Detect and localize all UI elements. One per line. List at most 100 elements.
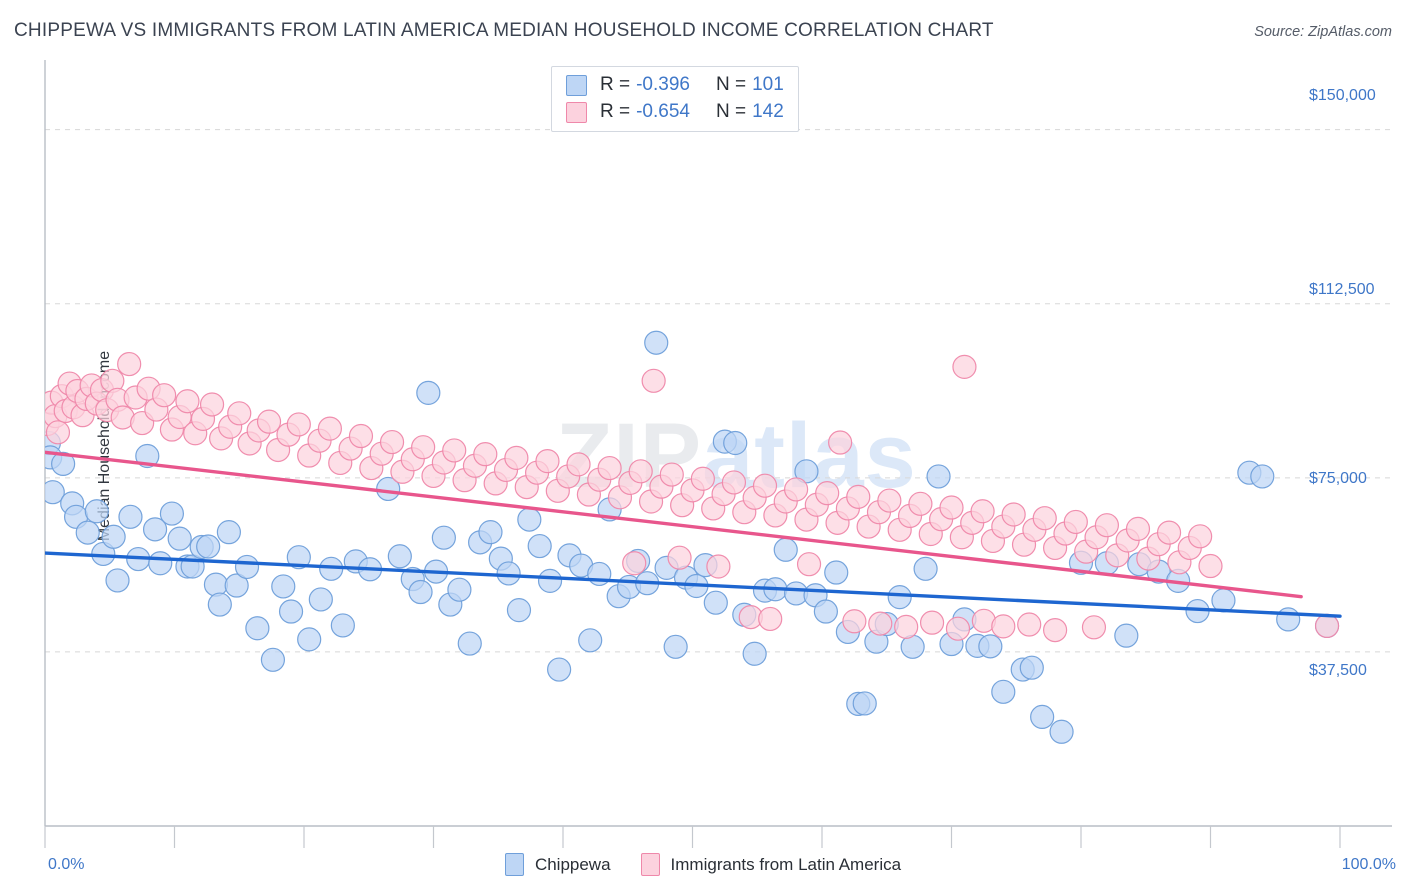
scatter-point[interactable]: [45, 420, 71, 445]
scatter-point[interactable]: [815, 481, 840, 506]
scatter-point[interactable]: [1250, 464, 1275, 489]
scatter-point[interactable]: [75, 520, 100, 545]
scatter-point[interactable]: [1188, 524, 1213, 549]
scatter-point[interactable]: [1125, 516, 1151, 541]
scatter-point[interactable]: [473, 442, 498, 467]
scatter-point[interactable]: [667, 545, 692, 570]
scatter-point[interactable]: [547, 657, 572, 682]
scatter-point[interactable]: [758, 606, 783, 632]
scatter-point[interactable]: [271, 574, 296, 599]
scatter-point[interactable]: [408, 579, 433, 605]
scatter-point[interactable]: [216, 520, 241, 545]
scatter-point[interactable]: [1042, 617, 1068, 643]
scatter-point[interactable]: [1063, 509, 1088, 535]
scatter-point[interactable]: [199, 392, 225, 417]
scatter-point[interactable]: [379, 429, 405, 455]
scatter-point[interactable]: [105, 568, 130, 593]
scatter-point[interactable]: [690, 466, 715, 491]
scatter-point[interactable]: [1094, 513, 1120, 538]
scatter-point[interactable]: [227, 401, 252, 426]
scatter-point[interactable]: [796, 552, 822, 577]
scatter-point[interactable]: [622, 551, 647, 576]
scatter-point[interactable]: [742, 641, 767, 666]
scatter-point[interactable]: [721, 470, 747, 495]
scatter-point[interactable]: [535, 449, 560, 474]
scatter-point[interactable]: [1030, 704, 1055, 730]
scatter-point[interactable]: [496, 561, 521, 586]
scatter-point[interactable]: [597, 455, 622, 481]
scatter-point[interactable]: [1314, 613, 1340, 639]
scatter-point[interactable]: [913, 556, 938, 581]
scatter-point[interactable]: [939, 495, 964, 520]
scatter-point[interactable]: [991, 679, 1016, 704]
scatter-point[interactable]: [1032, 506, 1057, 531]
scatter-point[interactable]: [41, 480, 65, 505]
scatter-point[interactable]: [978, 634, 1003, 659]
scatter-point[interactable]: [824, 560, 849, 585]
scatter-point[interactable]: [224, 573, 249, 598]
legend-item-immigrants[interactable]: Immigrants from Latin America: [640, 853, 901, 876]
scatter-point[interactable]: [431, 525, 456, 550]
scatter-point[interactable]: [644, 330, 669, 355]
scatter-point[interactable]: [659, 462, 684, 487]
scatter-point[interactable]: [752, 473, 778, 498]
scatter-point[interactable]: [1276, 607, 1301, 632]
scatter-point[interactable]: [1156, 520, 1182, 545]
scatter-point[interactable]: [260, 647, 286, 672]
scatter-point[interactable]: [457, 631, 482, 656]
scatter-point[interactable]: [868, 611, 893, 636]
scatter-point[interactable]: [773, 537, 798, 562]
scatter-point[interactable]: [663, 634, 688, 659]
scatter-point[interactable]: [159, 501, 185, 526]
scatter-point[interactable]: [51, 451, 76, 476]
scatter-point[interactable]: [207, 592, 232, 617]
scatter-point[interactable]: [297, 627, 322, 652]
scatter-point[interactable]: [527, 533, 552, 559]
scatter-point[interactable]: [84, 499, 109, 524]
scatter-point[interactable]: [1114, 623, 1139, 648]
scatter-point[interactable]: [846, 484, 871, 509]
scatter-point[interactable]: [628, 459, 653, 484]
scatter-point[interactable]: [442, 438, 467, 463]
scatter-point[interactable]: [286, 545, 311, 570]
scatter-point[interactable]: [167, 526, 192, 551]
scatter-point[interactable]: [641, 368, 666, 393]
scatter-point[interactable]: [175, 389, 200, 414]
scatter-point[interactable]: [504, 445, 529, 470]
scatter-point[interactable]: [828, 430, 853, 455]
scatter-point[interactable]: [447, 577, 472, 602]
scatter-point[interactable]: [203, 572, 229, 597]
scatter-point[interactable]: [330, 613, 355, 638]
scatter-point[interactable]: [566, 452, 591, 477]
scatter-point[interactable]: [416, 380, 441, 405]
scatter-point[interactable]: [919, 610, 945, 635]
scatter-point[interactable]: [117, 351, 142, 377]
scatter-point[interactable]: [1081, 615, 1107, 640]
scatter-point[interactable]: [783, 477, 809, 502]
scatter-point[interactable]: [703, 590, 728, 615]
scatter-point[interactable]: [234, 554, 260, 580]
scatter-point[interactable]: [278, 599, 304, 624]
scatter-point[interactable]: [308, 587, 333, 612]
scatter-point[interactable]: [877, 488, 902, 513]
scatter-point[interactable]: [256, 409, 282, 434]
scatter-point[interactable]: [887, 585, 912, 610]
scatter-point[interactable]: [148, 551, 173, 576]
scatter-point[interactable]: [926, 464, 951, 489]
scatter-point[interactable]: [118, 504, 143, 529]
scatter-point[interactable]: [908, 491, 933, 516]
scatter-point[interactable]: [706, 554, 731, 579]
scatter-point[interactable]: [952, 354, 977, 379]
scatter-point[interactable]: [101, 524, 126, 549]
scatter-point[interactable]: [478, 520, 503, 545]
scatter-point[interactable]: [794, 459, 819, 484]
scatter-point[interactable]: [517, 507, 542, 532]
scatter-point[interactable]: [1019, 655, 1044, 680]
scatter-point[interactable]: [348, 423, 374, 449]
scatter-point[interactable]: [142, 517, 168, 542]
scatter-point[interactable]: [286, 412, 311, 437]
scatter-point[interactable]: [970, 499, 995, 524]
scatter-point[interactable]: [945, 616, 971, 641]
scatter-point[interactable]: [1198, 553, 1223, 579]
scatter-point[interactable]: [537, 568, 563, 593]
